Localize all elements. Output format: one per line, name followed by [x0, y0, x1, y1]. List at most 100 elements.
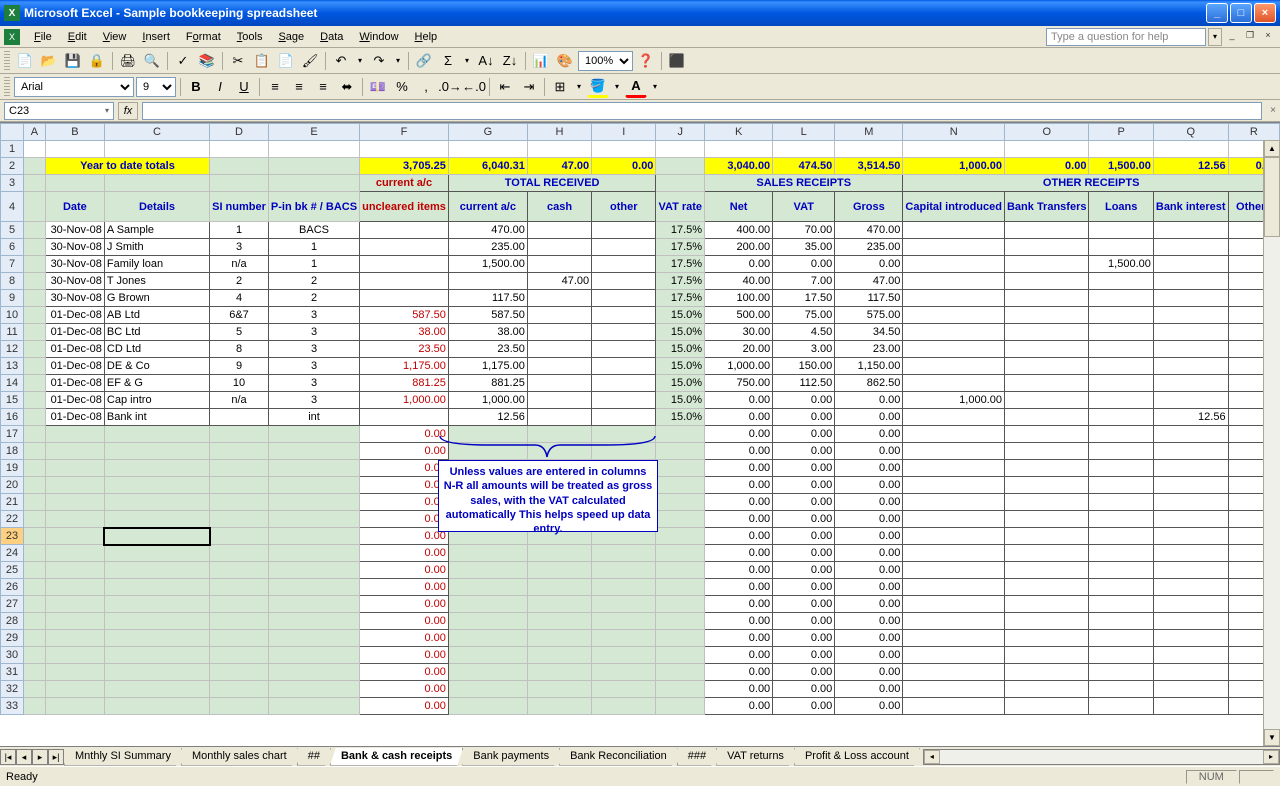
- cell[interactable]: 0.00: [360, 596, 449, 613]
- sheet-tab[interactable]: ###: [677, 748, 717, 766]
- cell[interactable]: 01-Dec-08: [45, 375, 104, 392]
- cell[interactable]: [1153, 596, 1228, 613]
- cell[interactable]: [1153, 290, 1228, 307]
- cell[interactable]: 0.00: [835, 460, 903, 477]
- cell[interactable]: [592, 290, 656, 307]
- cell[interactable]: 0.00: [773, 630, 835, 647]
- cell[interactable]: 2: [268, 290, 359, 307]
- cell[interactable]: [1004, 222, 1088, 239]
- cell[interactable]: [1089, 613, 1153, 630]
- mdi-restore-button[interactable]: ❐: [1242, 30, 1258, 44]
- formula-input[interactable]: [142, 102, 1262, 120]
- cell[interactable]: 0.00: [773, 443, 835, 460]
- cell[interactable]: 40.00: [705, 273, 773, 290]
- research-button[interactable]: 📚: [196, 50, 218, 72]
- cell[interactable]: [903, 613, 1005, 630]
- cell[interactable]: [1089, 426, 1153, 443]
- sheet-tab[interactable]: Profit & Loss account: [794, 748, 920, 766]
- cell-C32[interactable]: [104, 681, 209, 698]
- cell[interactable]: 0.00: [773, 528, 835, 545]
- cell[interactable]: [903, 375, 1005, 392]
- permission-button[interactable]: 🔒: [86, 50, 108, 72]
- cell-C30[interactable]: [104, 647, 209, 664]
- cell[interactable]: 8: [210, 341, 269, 358]
- row-header[interactable]: 16: [1, 409, 24, 426]
- cell[interactable]: 500.00: [705, 307, 773, 324]
- cell[interactable]: 200.00: [705, 239, 773, 256]
- row-header[interactable]: 5: [1, 222, 24, 239]
- cell[interactable]: 881.25: [360, 375, 449, 392]
- open-button[interactable]: 📂: [38, 50, 60, 72]
- cell[interactable]: 0.00: [360, 494, 449, 511]
- cell[interactable]: [903, 460, 1005, 477]
- redo-dropdown-icon[interactable]: ▾: [392, 56, 404, 65]
- drawing-button[interactable]: 🎨: [554, 50, 576, 72]
- cell[interactable]: [1004, 358, 1088, 375]
- maximize-button[interactable]: □: [1230, 3, 1252, 23]
- cell[interactable]: 3: [268, 307, 359, 324]
- cell[interactable]: [1004, 341, 1088, 358]
- cell[interactable]: 0.00: [773, 426, 835, 443]
- row-header[interactable]: 20: [1, 477, 24, 494]
- menu-file[interactable]: File: [26, 29, 60, 45]
- cell[interactable]: [903, 307, 1005, 324]
- cell[interactable]: [903, 596, 1005, 613]
- col-header-A[interactable]: A: [24, 124, 46, 141]
- cell[interactable]: 0.00: [773, 477, 835, 494]
- cell[interactable]: 0.00: [705, 596, 773, 613]
- col-header-O[interactable]: O: [1004, 124, 1088, 141]
- cell[interactable]: 1: [210, 222, 269, 239]
- cell[interactable]: 0.00: [360, 647, 449, 664]
- cell[interactable]: 0.00: [1004, 158, 1088, 175]
- cell[interactable]: [1089, 698, 1153, 715]
- cell[interactable]: 0.00: [705, 630, 773, 647]
- cell-C26[interactable]: [104, 579, 209, 596]
- cell[interactable]: Loans: [1089, 192, 1153, 222]
- cell[interactable]: 17.5%: [656, 239, 705, 256]
- cell[interactable]: [592, 307, 656, 324]
- sheet-tab[interactable]: Mnthly SI Summary: [64, 748, 182, 766]
- font-color-button[interactable]: A: [625, 76, 647, 98]
- cell[interactable]: [835, 141, 903, 158]
- sheet-tab[interactable]: VAT returns: [716, 748, 795, 766]
- cell[interactable]: [1153, 222, 1228, 239]
- cell[interactable]: A Sample: [104, 222, 209, 239]
- cell[interactable]: Gross: [835, 192, 903, 222]
- cell[interactable]: 23.50: [360, 341, 449, 358]
- cell[interactable]: 0.00: [835, 392, 903, 409]
- cell[interactable]: [903, 409, 1005, 426]
- row-header[interactable]: 25: [1, 562, 24, 579]
- row-header[interactable]: 4: [1, 192, 24, 222]
- cell[interactable]: [360, 222, 449, 239]
- cell[interactable]: 0.00: [835, 426, 903, 443]
- cell[interactable]: 17.5%: [656, 290, 705, 307]
- cell[interactable]: J Smith: [104, 239, 209, 256]
- cell[interactable]: [903, 290, 1005, 307]
- cell[interactable]: [527, 307, 591, 324]
- cell[interactable]: 30-Nov-08: [45, 273, 104, 290]
- cell[interactable]: [1089, 324, 1153, 341]
- sage-button[interactable]: ⬛: [666, 50, 688, 72]
- cell[interactable]: 0.00: [705, 443, 773, 460]
- cell[interactable]: [656, 141, 705, 158]
- cell[interactable]: [1153, 256, 1228, 273]
- cell[interactable]: current a/c: [448, 192, 527, 222]
- autosum-button[interactable]: Σ: [437, 50, 459, 72]
- cell[interactable]: 30-Nov-08: [45, 256, 104, 273]
- cell[interactable]: [1089, 511, 1153, 528]
- cell[interactable]: Bank interest: [1153, 192, 1228, 222]
- cell[interactable]: 0.00: [705, 511, 773, 528]
- row-header[interactable]: 3: [1, 175, 24, 192]
- cell[interactable]: [1153, 613, 1228, 630]
- cell[interactable]: G Brown: [104, 290, 209, 307]
- row-header[interactable]: 21: [1, 494, 24, 511]
- format-painter-button[interactable]: 🖌: [299, 50, 321, 72]
- cell[interactable]: 0.00: [360, 477, 449, 494]
- spreadsheet-grid[interactable]: ABCDEFGHIJKLMNOPQR12Year to date totals3…: [0, 122, 1280, 746]
- cell[interactable]: [1153, 426, 1228, 443]
- sheet-tab[interactable]: Bank Reconciliation: [559, 748, 678, 766]
- cell[interactable]: 1,000.00: [360, 392, 449, 409]
- cell[interactable]: 0.00: [360, 562, 449, 579]
- scroll-thumb[interactable]: [1264, 157, 1280, 237]
- cell[interactable]: 0.00: [360, 613, 449, 630]
